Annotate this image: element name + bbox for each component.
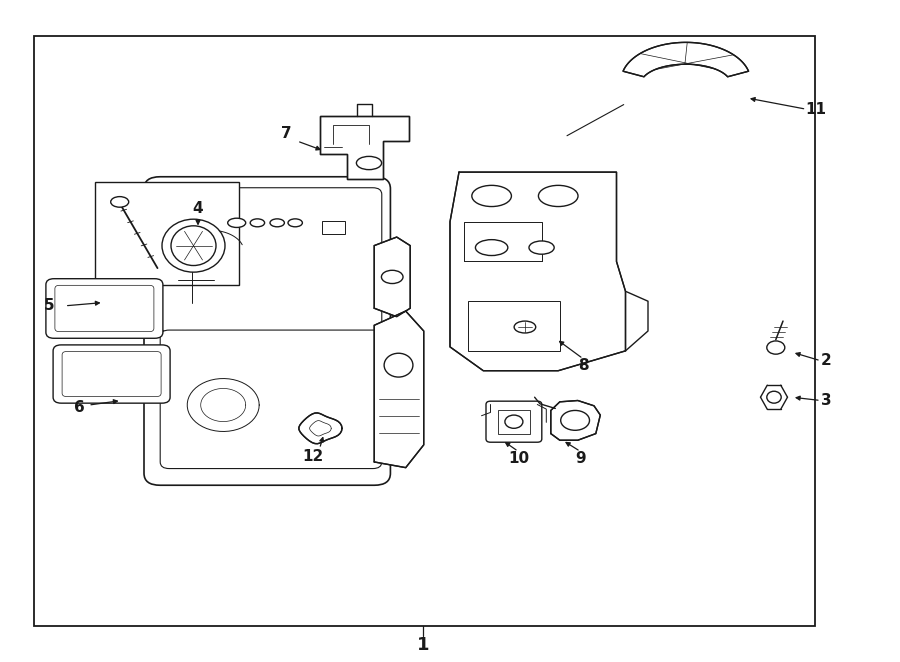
Ellipse shape [171,226,216,265]
FancyBboxPatch shape [486,401,542,442]
Text: 2: 2 [821,354,832,368]
Bar [322,221,345,234]
Bar [498,410,530,434]
Bar [94,182,239,285]
Ellipse shape [475,240,508,256]
Text: 3: 3 [821,393,832,408]
Ellipse shape [514,321,536,333]
Text: 12: 12 [302,449,324,464]
Polygon shape [299,413,342,444]
Ellipse shape [767,391,781,403]
Text: 10: 10 [508,451,529,465]
Ellipse shape [288,219,302,227]
FancyBboxPatch shape [53,345,170,403]
Text: 7: 7 [281,126,292,141]
Ellipse shape [767,341,785,354]
Ellipse shape [538,185,578,207]
Ellipse shape [250,219,265,227]
FancyBboxPatch shape [62,352,161,397]
FancyBboxPatch shape [144,177,391,485]
FancyBboxPatch shape [55,285,154,332]
Text: 4: 4 [193,201,203,216]
Ellipse shape [561,410,590,430]
Polygon shape [374,311,424,467]
Polygon shape [450,172,626,371]
Text: 11: 11 [805,102,826,117]
Ellipse shape [472,185,511,207]
Ellipse shape [505,415,523,428]
Polygon shape [320,116,410,179]
Ellipse shape [270,219,284,227]
Polygon shape [623,42,749,77]
Polygon shape [374,237,410,317]
Text: 1: 1 [417,636,429,654]
Ellipse shape [356,156,382,169]
Ellipse shape [111,197,129,207]
Ellipse shape [162,219,225,272]
FancyBboxPatch shape [46,279,163,338]
Text: 5: 5 [44,299,55,313]
Bar [468,301,560,351]
Text: 9: 9 [575,451,586,465]
FancyBboxPatch shape [160,330,382,469]
Ellipse shape [529,241,554,254]
Text: 8: 8 [578,358,589,373]
FancyBboxPatch shape [160,188,382,332]
Text: 6: 6 [74,400,85,414]
Ellipse shape [382,270,403,283]
Ellipse shape [228,218,246,228]
Bar [34,36,814,626]
Ellipse shape [384,354,413,377]
Polygon shape [551,401,600,440]
